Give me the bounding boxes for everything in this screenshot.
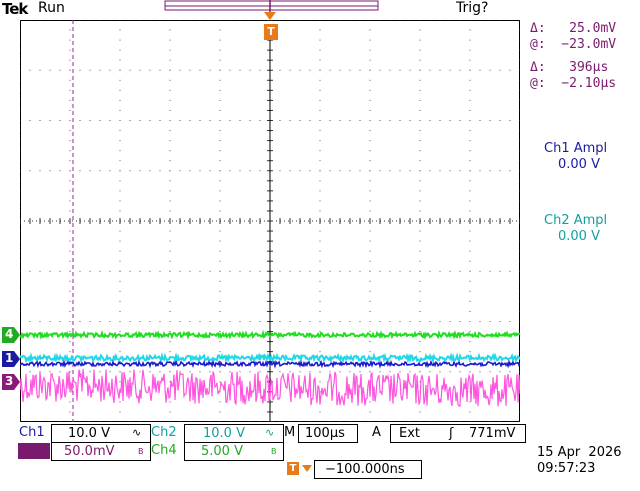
ch4-label[interactable]: Ch4 — [151, 443, 177, 458]
voltage-cursor-position: @: −23.0mV — [530, 37, 617, 52]
trigger-status: Trig? — [456, 0, 489, 16]
ch2-scale-box[interactable]: 10.0 V ∿ — [184, 424, 284, 443]
time-cursor-position: @: −2.10μs — [530, 76, 617, 91]
trigger-mode: A — [372, 425, 381, 440]
ch1-ampl-label: Ch1 Ampl — [544, 141, 608, 156]
ch3-bw-limit-icon: B — [138, 447, 144, 456]
ch1-ampl-value: 0.00 V — [558, 157, 600, 172]
timebase-label: M — [284, 425, 296, 440]
voltage-cursor-delta: Δ: 25.0mV — [530, 21, 617, 36]
ch2-label[interactable]: Ch2 — [151, 425, 177, 440]
ch2-ampl-label: Ch2 Ampl — [544, 213, 608, 228]
ch3-label-text: Ch3 — [27, 458, 53, 473]
record-position-bar — [164, 0, 379, 20]
ch3-marker-label: 3 — [5, 374, 14, 388]
ch1-scale: 10.0 V — [68, 426, 110, 441]
ch1-coupling-icon: ∿ — [132, 426, 142, 439]
date: 15 Apr 2026 — [537, 445, 622, 460]
acquisition-status: Run — [38, 0, 65, 16]
time: 09:57:23 — [537, 461, 596, 476]
ch4-marker[interactable]: 4 — [2, 327, 20, 347]
tek-logo: Tek — [2, 0, 28, 18]
time-cursor-delta: Δ: 396μs — [530, 60, 609, 75]
trigger-marker[interactable]: T — [264, 24, 278, 40]
ch2-scale: 10.0 V — [203, 426, 245, 441]
waveform-graticule[interactable] — [20, 20, 520, 422]
ch1-marker[interactable]: 1 — [2, 351, 20, 371]
ch3-label[interactable]: Ch3 — [18, 443, 53, 473]
ch1-scale-box[interactable]: 10.0 V ∿ — [51, 424, 151, 443]
ch4-bw-limit-icon: B — [271, 447, 277, 456]
ch1-label[interactable]: Ch1 — [19, 425, 45, 440]
ch2-coupling-icon: ∿ — [265, 426, 275, 439]
ch4-scale: 5.00 V — [201, 444, 243, 459]
ch1-trace — [20, 359, 520, 369]
timebase-box[interactable]: 100μs — [298, 424, 358, 443]
ch2-trace — [20, 351, 520, 364]
ch4-trace — [20, 329, 520, 340]
ch1-marker-label: 1 — [5, 351, 14, 365]
trigger-slope-icon: ʃ — [449, 426, 454, 441]
trigger-box[interactable]: Ext ʃ 771mV — [390, 424, 526, 443]
ch3-scale-box[interactable]: 50.0mV B — [51, 442, 151, 461]
horizontal-position-box[interactable]: −100.000ns — [314, 460, 422, 479]
trigger-level: 771mV — [469, 426, 516, 441]
ch4-scale-box[interactable]: 5.00 V B — [184, 442, 284, 461]
ch3-marker[interactable]: 3 — [2, 374, 20, 394]
horizontal-trigger-icon: T — [287, 462, 299, 475]
ch3-trace — [20, 368, 520, 407]
ch2-ampl-value: 0.00 V — [558, 229, 600, 244]
trigger-source: Ext — [399, 426, 421, 441]
horizontal-position: −100.000ns — [325, 462, 405, 477]
ch4-marker-label: 4 — [5, 327, 14, 341]
timebase-value: 100μs — [305, 426, 345, 441]
ch3-scale: 50.0mV — [64, 444, 115, 459]
position-arrow-icon — [302, 465, 312, 472]
